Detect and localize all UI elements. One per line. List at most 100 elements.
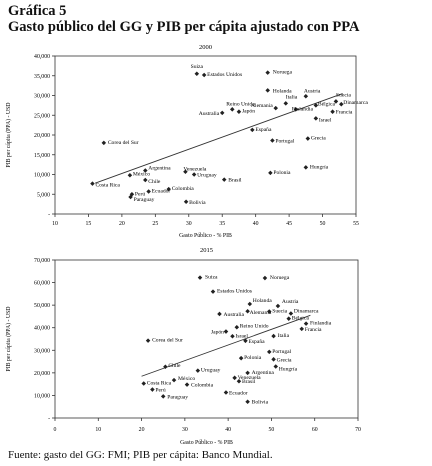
data-point-label: Austria (304, 88, 321, 94)
x-tick-label: 30 (182, 427, 188, 433)
data-point (223, 390, 229, 395)
y-tick-label: 25,000 (34, 113, 50, 119)
y-tick-label: 30,000 (34, 348, 50, 354)
y-tick-label: - (48, 416, 50, 422)
data-point-label: Italia (286, 94, 298, 100)
x-tick-label: 20 (119, 221, 125, 227)
data-point-label: Ecuador (152, 188, 171, 194)
y-tick-label: 5,000 (37, 192, 50, 198)
data-point (194, 71, 200, 77)
data-point-label: Uruguay (197, 173, 217, 179)
data-point (283, 101, 289, 106)
data-point-label: Grecia (277, 357, 292, 363)
data-point (275, 303, 281, 309)
data-point-label: España (248, 339, 265, 345)
data-point (90, 181, 95, 186)
data-point-label: Francia (305, 327, 322, 333)
data-point (271, 357, 276, 362)
data-point (171, 377, 177, 383)
x-tick-label: 20 (139, 427, 145, 433)
plot-frame (54, 259, 359, 419)
data-point-label: México (133, 171, 150, 177)
x-tick-label: 10 (95, 427, 101, 433)
data-point-label: Grecia (311, 136, 326, 142)
data-point (236, 378, 242, 384)
data-point (303, 165, 309, 170)
data-point-label: Argentina (148, 166, 171, 172)
data-point-label: Reino Unido (226, 101, 255, 107)
data-point-label: Estados Unidos (217, 289, 252, 295)
data-point (293, 107, 299, 112)
data-point-label: Polonia (244, 355, 262, 361)
x-tick-label: 50 (320, 221, 326, 227)
data-point (273, 105, 278, 111)
data-point-label: Italia (278, 333, 290, 339)
y-axis-label: PIB per cápita (PPA) - USD (5, 103, 12, 168)
trend-line (94, 93, 343, 184)
x-tick-label: 40 (253, 221, 259, 227)
y-tick-label: 50,000 (34, 303, 50, 309)
y-tick-label: 70,000 (34, 258, 50, 264)
data-point (201, 72, 207, 78)
y-tick-label: 60,000 (34, 281, 50, 287)
data-point (236, 109, 242, 114)
data-point-label: Brasil (228, 178, 242, 184)
data-point-label: Australia (199, 111, 220, 117)
data-point-label: Estados Unidos (207, 72, 242, 78)
x-tick-label: 35 (219, 221, 225, 227)
y-tick-label: 15,000 (34, 153, 50, 159)
data-point-label: Argentina (252, 370, 275, 376)
data-point (267, 349, 272, 355)
data-point-label: Ecuador (229, 390, 248, 396)
x-tick-label: 50 (269, 427, 275, 433)
data-point-label: Suiza (205, 275, 218, 281)
scatter-chart-2000: 2000 - 5,000 10,000 15,000 20,000 25,000 30,000… (5, 44, 368, 239)
data-point (221, 177, 227, 182)
x-tick-label: 0 (54, 427, 57, 433)
data-point-label: Corea del Sur (108, 140, 139, 146)
data-point-label: Hungría (310, 164, 329, 170)
data-point (245, 370, 250, 376)
data-point-label: Perú (155, 388, 165, 394)
x-tick-label: 70 (355, 427, 361, 433)
data-point-label: Israel (319, 117, 332, 123)
data-point-label: Colombia (191, 383, 214, 389)
data-point (191, 172, 197, 177)
data-point (299, 326, 304, 332)
data-point (313, 116, 319, 121)
data-point (127, 173, 133, 178)
data-point (245, 308, 250, 314)
data-point (219, 110, 225, 116)
data-point-label: Costa Rica (147, 380, 172, 386)
data-point (210, 289, 216, 294)
data-point-label: Paraguay (134, 197, 155, 203)
chart-title: 2000 (199, 44, 212, 51)
trend-line (141, 314, 311, 377)
y-tick-label: 35,000 (34, 74, 50, 80)
data-point-label: Uruguay (201, 368, 221, 374)
data-point (273, 364, 279, 369)
x-tick-label: 30 (186, 221, 192, 227)
data-point-label: Suecia (272, 308, 287, 314)
data-point (265, 88, 270, 93)
data-point (333, 99, 339, 104)
data-point (234, 325, 240, 330)
data-point-label: Paraguay (167, 394, 188, 400)
data-point (245, 399, 250, 405)
data-point-label: Chile (148, 179, 161, 185)
data-point (197, 275, 203, 280)
data-point (330, 109, 335, 114)
data-point-label: Holanda (273, 88, 292, 94)
data-point (223, 329, 229, 334)
figure-header: Gráfica 5 Gasto público del GG y PIB per… (8, 3, 428, 36)
y-tick-label: 10,000 (34, 173, 50, 179)
data-point (238, 355, 244, 361)
data-point (250, 127, 255, 133)
data-point (101, 140, 107, 146)
data-point-label: Dinamarca (343, 100, 368, 106)
figure-label: Gráfica 5 (8, 3, 67, 19)
data-point (184, 382, 190, 387)
data-point-label: Portugal (275, 139, 294, 145)
data-point-label: Noruega (273, 70, 293, 76)
data-point-label: Francia (336, 110, 353, 116)
